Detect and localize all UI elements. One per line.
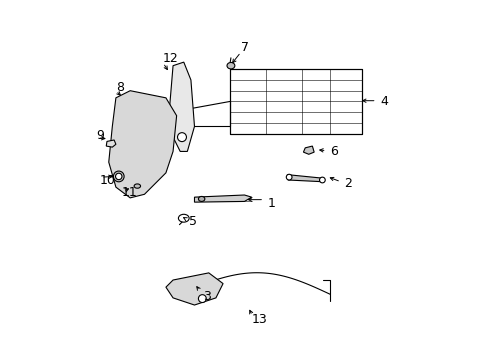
Polygon shape xyxy=(194,195,251,202)
Ellipse shape xyxy=(319,177,325,183)
Polygon shape xyxy=(169,62,194,152)
Text: 7: 7 xyxy=(241,41,248,54)
Bar xyxy=(230,69,362,134)
Text: 1: 1 xyxy=(267,197,275,210)
Ellipse shape xyxy=(285,174,291,180)
Ellipse shape xyxy=(177,133,186,141)
Text: 6: 6 xyxy=(329,145,337,158)
Polygon shape xyxy=(106,140,116,147)
Text: 5: 5 xyxy=(189,215,197,228)
Text: 11: 11 xyxy=(121,186,137,199)
Polygon shape xyxy=(303,146,313,154)
Ellipse shape xyxy=(134,184,140,188)
Polygon shape xyxy=(165,273,223,305)
Ellipse shape xyxy=(115,173,122,180)
Polygon shape xyxy=(108,91,176,198)
Ellipse shape xyxy=(198,295,206,302)
Text: 2: 2 xyxy=(344,177,352,190)
Ellipse shape xyxy=(198,197,204,202)
Text: 4: 4 xyxy=(380,95,387,108)
Text: 3: 3 xyxy=(203,289,211,303)
Polygon shape xyxy=(287,175,323,182)
Text: 12: 12 xyxy=(162,52,178,65)
Text: 10: 10 xyxy=(100,174,116,186)
Ellipse shape xyxy=(113,171,124,182)
Text: 8: 8 xyxy=(116,81,123,94)
Ellipse shape xyxy=(226,63,234,69)
Text: 13: 13 xyxy=(251,313,267,326)
Text: 9: 9 xyxy=(96,129,104,142)
